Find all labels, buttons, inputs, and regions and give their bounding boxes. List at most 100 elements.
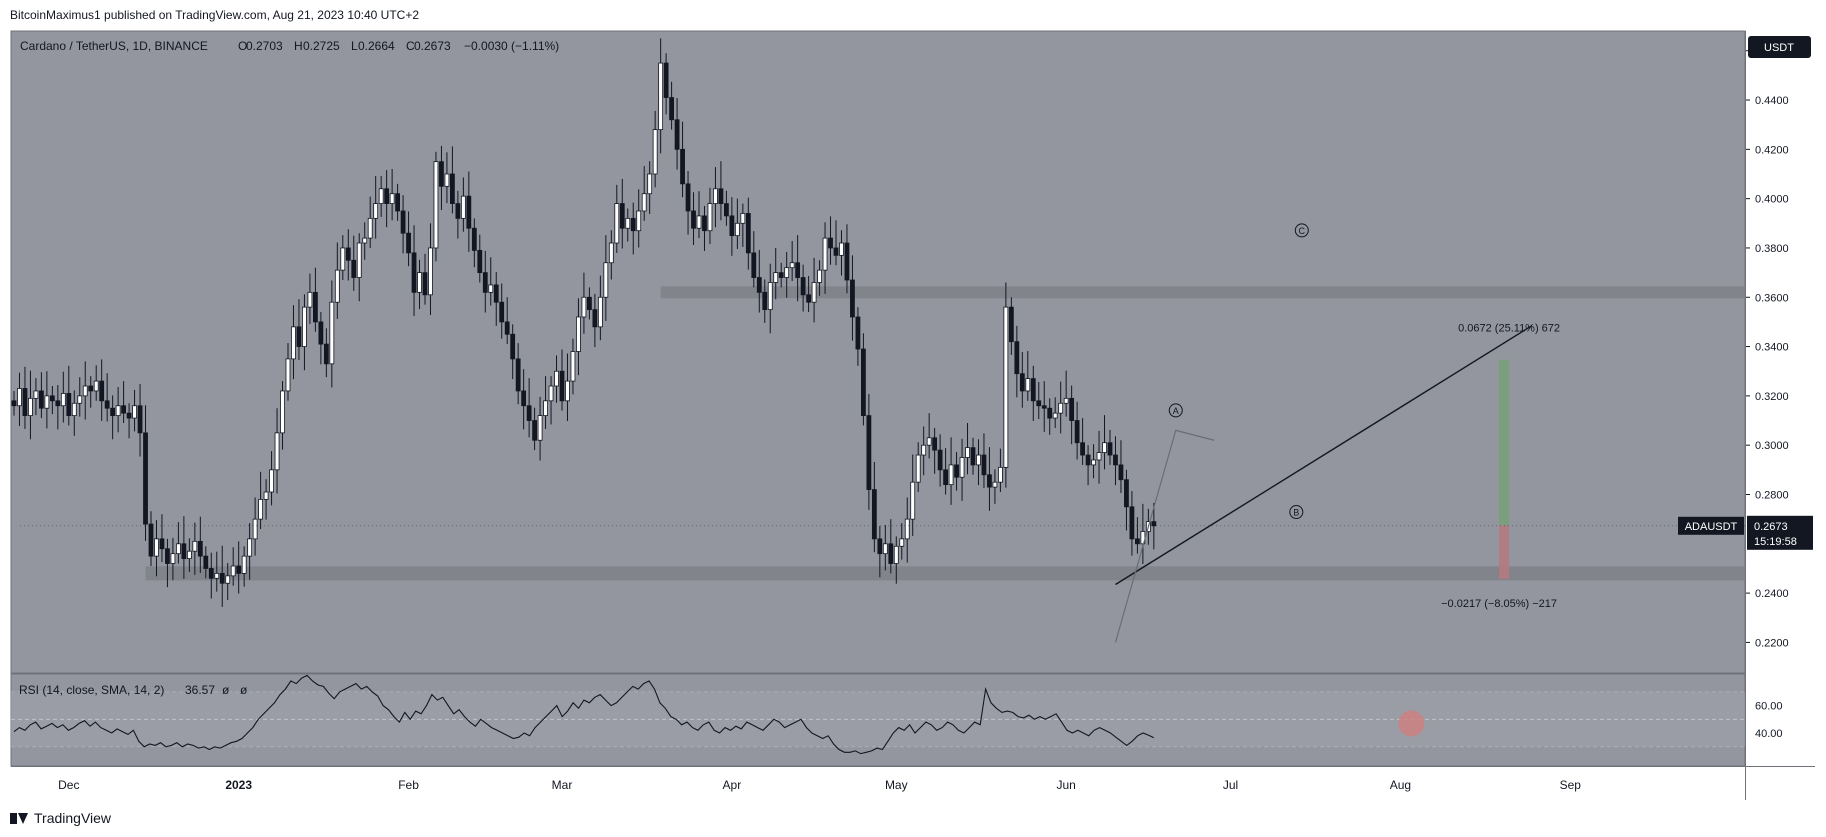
- candle-down: [88, 385, 94, 392]
- candle-up: [1091, 459, 1096, 466]
- candle-down: [1124, 479, 1129, 508]
- time-axis[interactable]: [11, 767, 1745, 799]
- stop-box: [1499, 525, 1510, 579]
- candle-down: [954, 464, 959, 478]
- candle-up: [565, 380, 570, 402]
- candle-up: [921, 444, 927, 456]
- rsi-bearish-cross-marker: [1398, 710, 1425, 737]
- currency-badge[interactable]: [1748, 36, 1811, 58]
- tradingview-brand[interactable]: TradingView: [10, 810, 111, 826]
- candle-down: [49, 395, 55, 402]
- candle-up: [378, 188, 384, 204]
- price-countdown: 15:19:58: [1754, 536, 1797, 548]
- candle-up: [839, 242, 844, 256]
- wave-label-c: C: [1299, 226, 1306, 236]
- candle-up: [241, 555, 247, 574]
- chart-svg[interactable]: A B C 0.0672 (25.11%) 672 −0.0217 (−8.05%) −…: [10, 30, 1816, 800]
- candle-up: [230, 565, 236, 577]
- time-tick-label: Dec: [58, 778, 79, 792]
- candle-down: [932, 437, 938, 451]
- chart-frame: A B C 0.0672 (25.11%) 672 −0.0217 (−8.05%) −…: [10, 30, 1816, 800]
- candle-up: [258, 499, 264, 520]
- support-zone: [145, 566, 1745, 581]
- candle-down: [756, 277, 762, 293]
- candle-up: [302, 306, 307, 347]
- candle-up: [33, 390, 39, 399]
- price-tick-label: 0.3400: [1755, 342, 1789, 354]
- price-pane[interactable]: [10, 30, 1746, 674]
- candle-down: [384, 188, 390, 204]
- candle-up: [976, 454, 981, 466]
- candle-up: [17, 388, 22, 407]
- time-tick-label: Jun: [1056, 778, 1075, 792]
- time-tick-label: 2023: [225, 778, 252, 792]
- candle-down: [148, 523, 154, 557]
- candle-down: [592, 309, 598, 328]
- candle-down: [66, 393, 72, 416]
- candle-down: [236, 565, 242, 574]
- candle-down: [323, 343, 329, 365]
- candle-down: [685, 183, 691, 212]
- candle-up: [269, 469, 274, 493]
- price-tick-label: 0.2200: [1755, 637, 1789, 649]
- candle-down: [866, 415, 872, 490]
- candle-down: [22, 388, 28, 417]
- time-tick-label: Sep: [1560, 778, 1582, 792]
- candle-down: [828, 237, 833, 249]
- candle-down: [143, 432, 148, 525]
- candle-down: [1151, 521, 1157, 527]
- candle-up: [170, 553, 176, 564]
- candle-up: [1063, 397, 1069, 404]
- candle-up: [154, 538, 159, 557]
- candle-down: [888, 543, 894, 564]
- candle-down: [99, 380, 105, 402]
- candle-down: [800, 277, 806, 296]
- stop-label: −0.0217 (−8.05%) −217: [1441, 598, 1557, 610]
- candle-down: [806, 294, 811, 303]
- candle-up: [132, 405, 137, 419]
- candle-up: [329, 301, 335, 365]
- candle-down: [11, 400, 17, 407]
- candle-up: [811, 282, 817, 303]
- symbol-title: Cardano / TetherUS, 1D, BINANCE: [20, 39, 208, 53]
- candle-down: [691, 210, 696, 229]
- candle-up: [915, 454, 921, 483]
- candle-up: [784, 267, 790, 278]
- price-axis[interactable]: [1746, 31, 1815, 766]
- candle-up: [893, 545, 899, 564]
- target-box: [1499, 359, 1510, 526]
- candle-down: [208, 568, 214, 579]
- candle-up: [817, 269, 822, 283]
- candle-up: [713, 188, 718, 204]
- candle-down: [411, 252, 417, 293]
- time-tick-label: Feb: [398, 778, 419, 792]
- candle-down: [203, 555, 209, 569]
- candle-up: [965, 447, 970, 458]
- candle-down: [104, 400, 110, 409]
- candle-up: [548, 385, 554, 402]
- price-tick-label: 0.2400: [1755, 588, 1789, 600]
- candle-up: [910, 481, 916, 520]
- candle-up: [1096, 452, 1102, 461]
- candle-down: [515, 358, 521, 392]
- candle-down: [630, 217, 636, 232]
- candle-up: [543, 400, 548, 416]
- price-tick-label: 0.4400: [1755, 95, 1789, 107]
- wave-label-b: B: [1293, 508, 1299, 518]
- wave-label-circle-a: [1168, 403, 1183, 418]
- candle-up: [93, 380, 99, 392]
- candle-up: [581, 296, 587, 318]
- candle-up: [186, 550, 192, 559]
- candle-down: [1041, 405, 1047, 409]
- candle-up: [225, 575, 231, 584]
- candle-down: [1085, 454, 1091, 466]
- brand-label: TradingView: [34, 810, 112, 826]
- candle-up: [252, 518, 258, 540]
- ohlc-change: −0.0030 (−1.11%): [464, 39, 559, 53]
- candle-down: [855, 316, 861, 350]
- ohlc-o-label: O: [238, 39, 247, 53]
- price-tick-label: 0.4000: [1755, 194, 1789, 206]
- time-tick-label: Mar: [552, 778, 573, 792]
- candle-down: [482, 272, 488, 293]
- candle-down: [762, 291, 768, 310]
